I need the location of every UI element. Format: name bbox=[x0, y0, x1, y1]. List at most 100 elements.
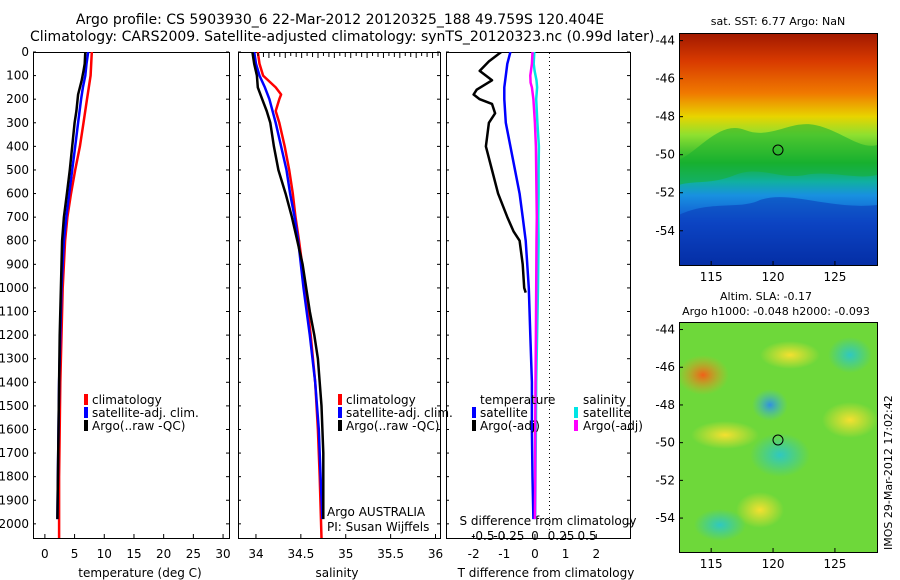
legend-swatch-climatology bbox=[338, 394, 342, 405]
sla-map-axes: -44 -46 -48 -50 -52 -54 115 120 125 bbox=[655, 323, 846, 571]
sla-low-patch bbox=[694, 509, 746, 541]
sla-map-frame bbox=[679, 322, 878, 553]
map-lat-label: -44 bbox=[655, 34, 675, 48]
legend-swatch-t-argo bbox=[472, 420, 476, 431]
legend-label-argo: Argo(..raw -QC) bbox=[346, 419, 439, 433]
map-lon-label: 120 bbox=[762, 557, 785, 571]
legend-label-satellite: satellite-adj. clim. bbox=[92, 406, 199, 420]
salinity-series bbox=[251, 52, 325, 538]
difference-series bbox=[472, 52, 541, 520]
x-tick-label: -2 bbox=[468, 547, 480, 561]
depth-tick-label: 1600 bbox=[0, 422, 29, 436]
depth-tick-label: 1500 bbox=[0, 399, 29, 413]
x-tick-label: 1 bbox=[562, 547, 570, 561]
annotation-float-owner: Argo AUSTRALIA bbox=[327, 505, 426, 519]
series-line-argo-raw-qc- bbox=[251, 52, 325, 520]
x-tick-label: 35.5 bbox=[377, 547, 404, 561]
map-lat-label: -54 bbox=[655, 511, 675, 525]
map-lat-label: -44 bbox=[655, 323, 675, 337]
sla-low-patch bbox=[828, 337, 872, 373]
temperature-series bbox=[56, 52, 94, 538]
salinity-surface-markers bbox=[257, 53, 439, 58]
legend-title-temperature: temperature bbox=[480, 393, 555, 407]
legend-label-satellite: satellite-adj. clim. bbox=[346, 406, 453, 420]
temperature-legend: climatology satellite-adj. clim. Argo(..… bbox=[84, 393, 199, 433]
legend-swatch-argo bbox=[84, 420, 88, 431]
legend-title-salinity: salinity bbox=[583, 393, 626, 407]
x-tick-label: 15 bbox=[126, 547, 141, 561]
temperature-plot-frame bbox=[33, 52, 230, 539]
salinity-annotation: Argo AUSTRALIA PI: Susan Wijffels bbox=[327, 505, 429, 534]
depth-tick-label: 500 bbox=[6, 163, 29, 177]
legend-label-s-argo: Argo(-adj) bbox=[583, 419, 643, 433]
map-lat-label: -54 bbox=[655, 224, 675, 238]
s-diff-tick-label: -0.5 bbox=[471, 529, 494, 543]
s-difference-x-axis: -0.5-0.25 0 0.25 0.5 bbox=[471, 529, 597, 543]
x-tick-label: 30 bbox=[215, 547, 230, 561]
float-position-marker bbox=[772, 434, 784, 446]
series-line-satellite-adj-clim- bbox=[252, 52, 324, 520]
figure-title-line2: Climatology: CARS2009. Satellite-adjuste… bbox=[30, 29, 655, 45]
sst-cold-tongue bbox=[679, 197, 877, 265]
sla-high-patch bbox=[822, 402, 877, 438]
x-tick-label: 35 bbox=[338, 547, 353, 561]
map-lat-label: -48 bbox=[655, 110, 675, 124]
sla-low-patch bbox=[750, 433, 810, 477]
map-lat-label: -46 bbox=[655, 360, 675, 374]
salinity-x-label: salinity bbox=[315, 566, 358, 580]
map-lat-label: -52 bbox=[655, 473, 675, 487]
annotation-pi: PI: Susan Wijffels bbox=[327, 520, 429, 534]
temperature-x-label: temperature (deg C) bbox=[78, 566, 201, 580]
x-tick-label: 36 bbox=[428, 547, 443, 561]
sst-map-title: sat. SST: 6.77 Argo: NaN bbox=[711, 15, 845, 28]
map-lat-label: -50 bbox=[655, 148, 675, 162]
sst-map-axes: -44 -46 -48 -50 -52 -54 115 120 125 bbox=[655, 34, 846, 284]
x-tick-label: 20 bbox=[156, 547, 171, 561]
plot-frames bbox=[33, 52, 631, 539]
legend-label-s-satellite: satellite bbox=[583, 406, 631, 420]
depth-tick-label: 800 bbox=[6, 234, 29, 248]
depth-tick-label: 600 bbox=[6, 187, 29, 201]
depth-tick-label: 200 bbox=[6, 92, 29, 106]
map-lat-label: -52 bbox=[655, 186, 675, 200]
imos-timestamp: IMOS 29-Mar-2012 17:02:42 bbox=[882, 395, 895, 550]
legend-label-t-satellite: satellite bbox=[480, 406, 528, 420]
salinity-x-axis: 34 34.5 35 35.5 36 bbox=[248, 534, 443, 561]
legend-swatch-t-satellite bbox=[472, 407, 476, 418]
x-tick-label: 34.5 bbox=[287, 547, 314, 561]
depth-tick-label: 1900 bbox=[0, 493, 29, 507]
map-lon-label: 115 bbox=[700, 270, 723, 284]
x-tick-label: 10 bbox=[97, 547, 112, 561]
legend-swatch-climatology bbox=[84, 394, 88, 405]
s-difference-top-label: S difference from climatology bbox=[460, 514, 637, 528]
series-line-temperature-satellite bbox=[503, 52, 535, 520]
depth-tick-label: 2000 bbox=[0, 517, 29, 531]
s-diff-tick-label: 0 bbox=[531, 529, 539, 543]
sla-map-title-line2: Argo h1000: -0.048 h2000: -0.093 bbox=[682, 305, 870, 318]
sst-map-frame bbox=[679, 33, 878, 266]
legend-swatch-satellite bbox=[84, 407, 88, 418]
map-lon-label: 115 bbox=[700, 557, 723, 571]
legend-label-t-argo: Argo(-adj) bbox=[480, 419, 540, 433]
depth-tick-label: 400 bbox=[6, 139, 29, 153]
depth-tick-label: 100 bbox=[6, 69, 29, 83]
sla-high-patch bbox=[679, 355, 729, 395]
depth-tick-label: 900 bbox=[6, 257, 29, 271]
s-diff-tick-label: 0.5 bbox=[578, 529, 597, 543]
temperature-x-axis: 0 5 10 15 20 25 30 bbox=[41, 534, 231, 561]
map-lon-label: 125 bbox=[823, 270, 846, 284]
sla-map-title-line1: Altim. SLA: -0.17 bbox=[720, 290, 812, 303]
depth-tick-label: 700 bbox=[6, 210, 29, 224]
map-lon-label: 120 bbox=[762, 270, 785, 284]
map-lat-label: -50 bbox=[655, 436, 675, 450]
legend-swatch-satellite bbox=[338, 407, 342, 418]
x-tick-label: 0 bbox=[531, 547, 539, 561]
depth-tick-label: 0 bbox=[21, 45, 29, 59]
series-line-temperature-argo-adj- bbox=[472, 52, 527, 293]
sla-high-patch bbox=[691, 421, 759, 449]
map-lat-label: -48 bbox=[655, 398, 675, 412]
sla-high-patch bbox=[736, 492, 784, 528]
legend-swatch-s-satellite bbox=[574, 407, 578, 418]
salinity-legend: climatology satellite-adj. clim. Argo(..… bbox=[338, 393, 453, 433]
